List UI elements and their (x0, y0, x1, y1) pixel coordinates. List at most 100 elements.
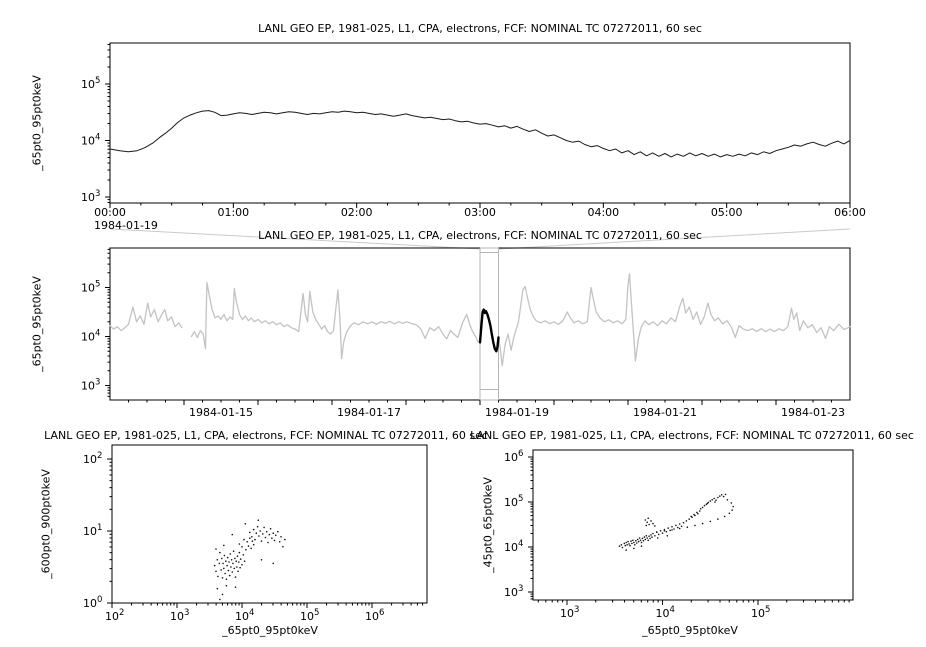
time-tick-label: 03:00 (464, 206, 496, 219)
date-tick-label: 1984-01-17 (337, 406, 401, 419)
scatter-point (245, 548, 247, 551)
x-tick-label: 102 (105, 608, 124, 623)
scatter-point (709, 500, 712, 502)
scatter-point (223, 554, 226, 557)
scatter-point (215, 548, 217, 550)
scatter-point (730, 502, 733, 504)
scatter-point (640, 541, 643, 544)
scatter-point (717, 496, 719, 499)
scatter-point (225, 578, 228, 580)
scatter-point (265, 530, 268, 533)
scatter-point (633, 541, 635, 544)
scatter-point (241, 546, 243, 548)
scatter-point (237, 570, 239, 573)
scatter-point (226, 564, 228, 567)
time-tick-label: 00:00 (94, 206, 126, 219)
scatter-point (626, 544, 628, 546)
scatter-point (284, 538, 286, 541)
x-tick-label: 105 (751, 605, 770, 620)
scatter-point (260, 540, 263, 542)
x-tick-label: 105 (300, 608, 319, 623)
scatter-point (259, 530, 262, 532)
scatter-point (218, 562, 221, 565)
scatter-point (238, 551, 241, 554)
scatter-point (624, 544, 627, 547)
scatter-point (234, 586, 237, 588)
bottom-left-plot-area[interactable] (112, 445, 427, 603)
scatter-point (230, 559, 233, 561)
top-plot-area[interactable] (110, 43, 850, 203)
scatter-point (628, 543, 630, 545)
date-tick-label: 1984-01-15 (189, 406, 253, 419)
scatter-point (216, 559, 219, 561)
scatter-point (213, 564, 216, 567)
scatter-point (272, 562, 275, 565)
scatter-point (230, 566, 232, 568)
scatter-point (625, 549, 627, 551)
scatter-point (641, 537, 644, 540)
scatter-point (663, 530, 666, 532)
scatter-point (252, 528, 255, 531)
scatter-point (246, 541, 248, 543)
scatter-point (685, 520, 688, 522)
bottom-right-y-axis-label: _45pt0_65pt0keV (481, 477, 495, 573)
bottom-right-x-axis-label: _65pt0_95pt0keV (642, 624, 738, 637)
date-tick-label: 1984-01-19 (485, 406, 549, 419)
y-tick-label: 102 (83, 451, 102, 466)
scatter-point (216, 587, 219, 590)
scatter-point (632, 539, 634, 542)
scatter-point (271, 537, 273, 539)
context-selection-box[interactable] (480, 248, 499, 400)
scatter-point (257, 519, 260, 521)
scatter-point (644, 519, 647, 521)
scatter-point (272, 532, 275, 534)
scatter-point (264, 536, 267, 539)
scatter-point (256, 525, 259, 528)
y-tick-label: 105 (81, 280, 100, 295)
bottom-right-plot-area[interactable] (533, 450, 853, 600)
scatter-point (717, 518, 719, 520)
bottom-left-y-axis-label: _600pt0_900pt0keV (39, 469, 53, 579)
scatter-point (719, 495, 721, 497)
scatter-point (249, 537, 251, 539)
scatter-point (701, 522, 704, 525)
scatter-point (620, 544, 623, 546)
scatter-point (673, 528, 675, 530)
scatter-point (675, 524, 677, 527)
scatter-point (696, 511, 698, 514)
scatter-point (634, 544, 636, 546)
scatter-point (640, 545, 643, 547)
scatter-point (243, 560, 246, 562)
scatter-point (233, 567, 235, 570)
scatter-point (728, 512, 731, 515)
scatter-point (220, 569, 222, 571)
date-tick-label: 1984-01-21 (633, 406, 697, 419)
scatter-point (625, 541, 627, 544)
scatter-point (701, 506, 704, 509)
scatter-point (263, 526, 265, 529)
plot-frame (532, 449, 854, 601)
scatter-point (661, 532, 664, 534)
scatter-point (636, 538, 639, 541)
scatter-point (678, 527, 681, 530)
scatter-point (648, 535, 650, 537)
scatter-point (241, 564, 243, 566)
scatter-point (644, 538, 647, 541)
scatter-point (278, 541, 281, 543)
scatter-point (629, 544, 631, 547)
y-tick-label: 103 (81, 189, 100, 204)
scatter-point (731, 509, 733, 511)
scatter-point (221, 593, 224, 596)
scatter-point (226, 556, 229, 559)
scatter-point (239, 566, 241, 569)
scatter-point (647, 517, 649, 519)
scatter-point (726, 499, 729, 501)
date-tick-label: 1984-01-23 (781, 406, 845, 419)
scatter-point (219, 551, 221, 554)
scatter-point (642, 539, 645, 542)
scatter-point (713, 497, 715, 500)
scatter-point (234, 576, 237, 578)
plot-frame (111, 444, 428, 604)
scatter-point (232, 562, 234, 565)
